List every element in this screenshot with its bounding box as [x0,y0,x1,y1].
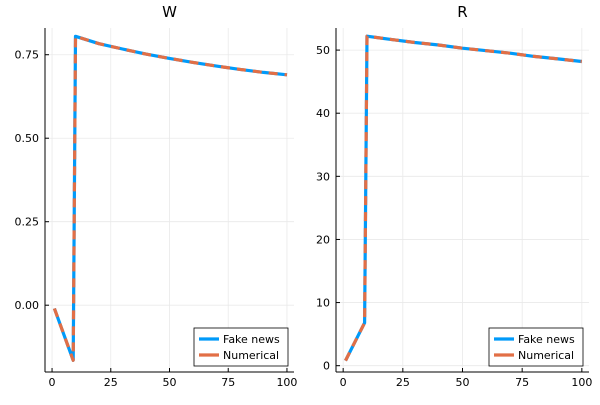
y-tick-label: 0.25 [15,216,40,229]
x-tick-label: 100 [571,376,592,389]
y-tick-label: 30 [316,170,330,183]
y-tick-label: 20 [316,233,330,246]
x-tick-label: 75 [515,376,529,389]
y-tick-label: 0 [323,360,330,373]
legend-box [488,327,584,367]
chart-title: R [457,3,467,21]
x-tick-label: 0 [49,376,56,389]
x-tick-label: 50 [163,376,177,389]
x-tick-label: 0 [340,376,347,389]
chart-title: W [162,3,177,21]
y-tick-label: 0.75 [15,49,40,62]
legend: Fake news Numerical [488,327,584,367]
y-tick-label: 0.00 [15,299,40,312]
x-tick-label: 25 [104,376,118,389]
y-tick-label: 10 [316,297,330,310]
x-tick-label: 50 [456,376,470,389]
legend-label: Fake news [223,333,280,346]
series-line-fake-news [52,34,288,362]
legend: Fake news Numerical [193,327,289,367]
series-line-numerical [52,34,288,362]
chart-panel-1: 0 25 50 75 100 0.00 0.25 0.50 0.75 W Fake news Nume… [15,3,298,389]
series-line-numerical [344,34,582,362]
y-tick-label: 50 [316,44,330,57]
series-line-fake-news [344,34,582,362]
y-tick-label: 0.50 [15,132,40,145]
x-tick-label: 25 [396,376,410,389]
x-tick-label: 75 [221,376,235,389]
legend-label: Fake news [518,333,575,346]
y-tick-label: 40 [316,107,330,120]
legend-label: Numerical [223,349,279,362]
legend-label: Numerical [518,349,574,362]
legend-box [193,327,289,367]
chart-panel-2: 0 25 50 75 100 0 10 20 30 40 50 R Fake news Numerical [316,3,592,389]
x-tick-label: 100 [276,376,297,389]
